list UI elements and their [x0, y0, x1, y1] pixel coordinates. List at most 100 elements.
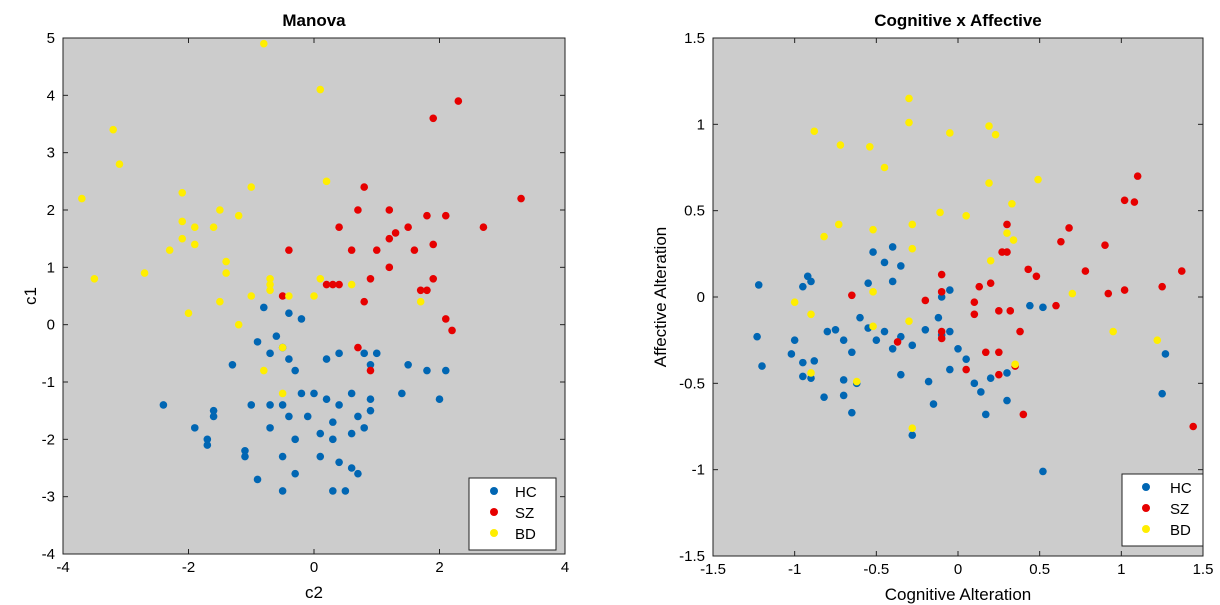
- manova-hc-point: [297, 315, 306, 323]
- cognitive-affective-bd-point: [1068, 289, 1077, 298]
- manova-bd-point: [316, 85, 325, 94]
- manova-hc-point: [241, 452, 249, 461]
- cognitive-affective-hc-point: [823, 327, 832, 336]
- cognitive-affective-hc-point: [839, 376, 848, 384]
- cognitive-affective-legend-bd-marker: [1142, 525, 1150, 533]
- cognitive-affective-hc-point: [986, 374, 995, 382]
- manova-bd-point: [216, 206, 224, 214]
- cognitive-affective-sz-point: [1052, 301, 1060, 310]
- cognitive-affective-bd-point: [962, 212, 970, 220]
- cognitive-affective-hc-point: [954, 345, 962, 353]
- manova-hc-point: [360, 424, 369, 432]
- manova-sz-point: [423, 211, 431, 220]
- manova-hc-point: [209, 412, 218, 421]
- cognitive-affective-sz-point: [995, 307, 1003, 315]
- manova-sz-point: [329, 280, 337, 289]
- manova-y-axis-label: c1: [21, 287, 40, 305]
- manova-hc-point: [247, 401, 256, 409]
- cognitive-affective-sz-point: [1016, 327, 1024, 336]
- cognitive-affective-hc-point: [897, 370, 905, 379]
- cognitive-affective-axis-ticks: -1.5 -1 -0.5 0 0.5 1 1.5 -1.5 -1 -0.5 0 0.5 1 1.5: [679, 30, 1213, 578]
- manova-hc-point: [291, 469, 299, 478]
- manova-hc-point: [347, 389, 356, 398]
- manova-hc-point: [341, 487, 350, 495]
- cognitive-affective-hc-point: [934, 313, 943, 322]
- manova-bd-point: [178, 189, 187, 197]
- cognitive-affective-hc-point: [929, 400, 938, 408]
- manova-hc-point: [285, 309, 293, 318]
- manova-sz-point: [372, 246, 381, 254]
- cognitive-affective-sz-point: [1065, 224, 1073, 232]
- manova-bd-point: [78, 194, 86, 203]
- manova-legend-bd: BD: [515, 526, 536, 543]
- manova-sz-point: [360, 183, 369, 191]
- manova-bd-point: [190, 240, 199, 249]
- manova-hc-point: [278, 487, 287, 495]
- cognitive-affective-sz-point: [975, 282, 984, 291]
- cognitive-affective-bd-point: [1009, 236, 1018, 244]
- cognitive-affective-sz-point: [1130, 198, 1139, 206]
- cognitive-affective-sz-point: [893, 338, 902, 346]
- manova-sz-point: [423, 286, 431, 295]
- manova-panel: Manova c2 c1 -4 -2 0 2 4 -4 -3 -2 -1 0 1 2 3 4 5 HC SZ…: [21, 11, 569, 602]
- cognitive-affective-sz-point: [1158, 282, 1166, 291]
- manova-sz-point: [322, 280, 331, 289]
- cognitive-affective-hc-point: [880, 327, 889, 336]
- cognitive-affective-y-tick-label: 1: [697, 116, 705, 133]
- manova-hc-point: [441, 366, 450, 375]
- cognitive-affective-hc-point: [1039, 303, 1047, 312]
- manova-legend-box: [468, 477, 557, 551]
- manova-hc-point: [347, 429, 356, 438]
- cognitive-affective-sz-point: [1024, 265, 1033, 274]
- cognitive-affective-x-tick-label: 0.5: [1029, 561, 1050, 578]
- manova-sz-point: [479, 223, 488, 231]
- cognitive-affective-hc-point: [946, 365, 954, 374]
- manova-hc-point: [366, 406, 375, 415]
- manova-bd-point: [178, 217, 187, 226]
- manova-hc-point: [335, 458, 343, 467]
- manova-hc-point: [303, 412, 312, 421]
- manova-bd-point: [234, 211, 243, 220]
- manova-hc-point: [354, 412, 362, 421]
- manova-hc-point: [266, 401, 274, 409]
- manova-hc-point: [354, 469, 362, 478]
- manova-hc-point: [404, 361, 412, 369]
- cognitive-affective-hc-point: [856, 313, 864, 322]
- cognitive-affective-hc-point: [872, 336, 881, 344]
- manova-x-tick-label: 0: [310, 559, 318, 576]
- manova-sz-point: [385, 206, 394, 214]
- cognitive-affective-hc-point: [839, 391, 848, 400]
- manova-legend: HC SZ BD: [468, 477, 557, 551]
- manova-bd-point: [247, 183, 256, 191]
- cognitive-affective-plot-area: [712, 37, 1204, 557]
- cognitive-affective-bd-point: [1003, 229, 1011, 237]
- cognitive-affective-hc-point: [807, 277, 815, 286]
- cognitive-affective-sz-point: [986, 279, 995, 287]
- manova-bd-point: [322, 177, 331, 186]
- cognitive-affective-hc-point: [880, 258, 889, 267]
- cognitive-affective-legend-hc: HC: [1170, 480, 1192, 497]
- manova-sz-point: [278, 292, 287, 300]
- manova-hc-point: [190, 424, 199, 432]
- cognitive-affective-sz-point: [937, 327, 946, 336]
- manova-hc-point: [278, 401, 287, 409]
- manova-sz-point: [441, 211, 450, 220]
- manova-hc-point: [335, 349, 343, 358]
- cognitive-affective-bd-point: [905, 118, 913, 127]
- cognitive-affective-sz-point: [1006, 307, 1015, 315]
- manova-hc-point: [366, 361, 375, 369]
- manova-hc-point: [159, 401, 168, 409]
- cognitive-affective-bd-point: [1008, 199, 1016, 208]
- manova-sz-point: [410, 246, 419, 254]
- manova-hc-point: [203, 441, 212, 449]
- manova-bd-point: [178, 234, 187, 243]
- manova-hc-point: [291, 366, 299, 375]
- cognitive-affective-sz-point: [1101, 241, 1109, 249]
- cognitive-affective-hc-point: [799, 358, 807, 367]
- manova-hc-point: [435, 395, 444, 404]
- cognitive-affective-hc-point: [810, 357, 819, 365]
- cognitive-affective-bd-point: [852, 377, 861, 386]
- cognitive-affective-x-tick-label: -1: [788, 561, 801, 578]
- cognitive-affective-bd-point: [820, 232, 828, 241]
- cognitive-affective-hc-point: [908, 341, 917, 350]
